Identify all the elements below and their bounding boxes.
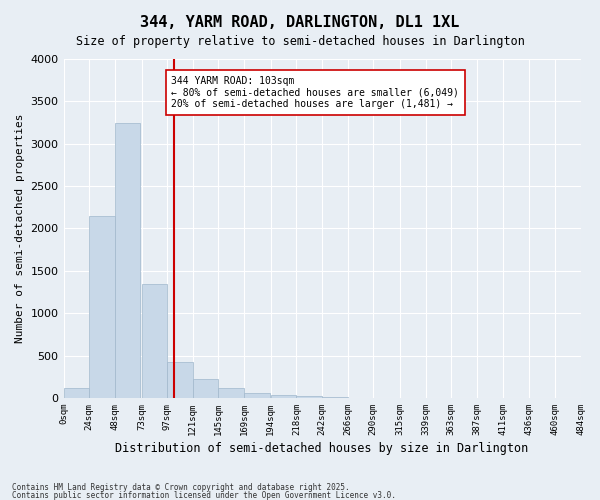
Y-axis label: Number of semi-detached properties: Number of semi-detached properties <box>15 114 25 343</box>
Text: Contains HM Land Registry data © Crown copyright and database right 2025.: Contains HM Land Registry data © Crown c… <box>12 483 350 492</box>
Bar <box>115 122 140 398</box>
Text: Contains public sector information licensed under the Open Government Licence v3: Contains public sector information licen… <box>12 490 396 500</box>
Bar <box>89 216 115 398</box>
Bar <box>322 397 347 398</box>
X-axis label: Distribution of semi-detached houses by size in Darlington: Distribution of semi-detached houses by … <box>115 442 529 455</box>
Text: Size of property relative to semi-detached houses in Darlington: Size of property relative to semi-detach… <box>76 35 524 48</box>
Bar <box>167 362 193 398</box>
Bar <box>218 388 244 398</box>
Bar <box>296 396 322 398</box>
Text: 344 YARM ROAD: 103sqm
← 80% of semi-detached houses are smaller (6,049)
20% of s: 344 YARM ROAD: 103sqm ← 80% of semi-deta… <box>172 76 459 109</box>
Bar <box>142 284 167 398</box>
Bar <box>64 388 89 398</box>
Text: 344, YARM ROAD, DARLINGTON, DL1 1XL: 344, YARM ROAD, DARLINGTON, DL1 1XL <box>140 15 460 30</box>
Bar <box>244 393 269 398</box>
Bar <box>271 396 296 398</box>
Bar <box>193 380 218 398</box>
